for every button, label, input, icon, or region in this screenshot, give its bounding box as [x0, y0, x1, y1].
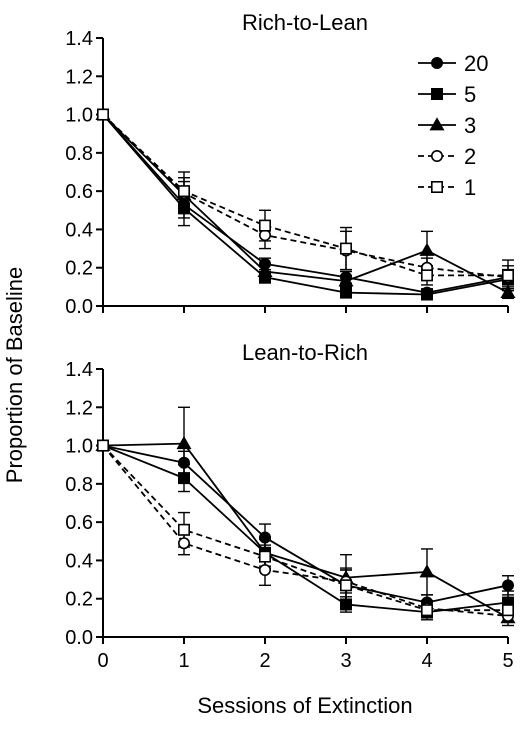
panel-2-plot: 0.0 0.2 0.4 0.6 0.8 1.0 1.2 1.4 0 1 2 3 4 5 — [65, 359, 516, 672]
panel-2-series-2-line — [102, 444, 509, 617]
panel-2-y-tick-label: 1.4 — [65, 359, 93, 381]
panel-1-series-20-line — [102, 113, 509, 294]
panel-2-series-1-point — [420, 604, 433, 617]
panel-2-series-1-point — [178, 523, 191, 536]
legend-marker-3 — [429, 117, 445, 131]
panel-1-y-tick-label: 0.6 — [65, 181, 93, 203]
legend-label-5: 5 — [464, 82, 476, 107]
panel-2-x-tick-label: 4 — [421, 650, 432, 672]
panel-1-series-3-line — [102, 113, 509, 294]
panel-2-series-20-point — [178, 456, 191, 469]
panel-2-x-tick-label: 2 — [259, 650, 270, 672]
panel-2-y-tick-label: 0.2 — [65, 589, 93, 611]
panel-1-series-1-point — [420, 269, 433, 282]
legend-marker-20 — [430, 56, 443, 69]
panel-2-series-1-point — [501, 604, 514, 617]
x-axis-label: Sessions of Extinction — [197, 693, 412, 718]
panel-1-series-1-point — [501, 269, 514, 282]
panel-2-x-tick-label: 5 — [502, 650, 513, 672]
panel-2-y-tick-label: 1.0 — [65, 436, 93, 458]
panel-2-series-1-point — [97, 439, 110, 452]
panel-2-series-1-point — [258, 550, 271, 563]
panel-2-y-tick-label: 0.8 — [65, 474, 93, 496]
panel-1-series-5-point — [178, 202, 191, 215]
panel-1-series-1-point — [339, 242, 352, 255]
panel-2-x-tick-label: 0 — [97, 650, 108, 672]
panel-1-series-3-point — [338, 273, 354, 287]
panel-1-series-2-line — [102, 113, 509, 279]
panel-1-series-1-point — [97, 108, 110, 121]
panel-1-series-5-line — [102, 113, 509, 296]
legend-label-2: 2 — [464, 144, 476, 169]
panel-1-plot: 0.0 0.2 0.4 0.6 0.8 1.0 1.2 1.4 — [65, 28, 516, 318]
panel-1-y-tick-label: 0.4 — [65, 219, 93, 241]
panel-2-series-1-line — [102, 444, 508, 612]
panel-2-series-5-point — [178, 472, 191, 485]
panel-2-series-3-point — [176, 435, 192, 450]
panel-2-series-3-line — [102, 442, 509, 619]
panel-1-series-5-point — [420, 288, 433, 301]
panel-1-y-tick-label: 0.2 — [65, 258, 93, 280]
panel-2-x-tick-label: 1 — [178, 650, 189, 672]
panel-1-series-3-point — [500, 284, 516, 299]
panel-1-series-3-point — [419, 242, 435, 256]
panel-2-series-1-point — [339, 579, 352, 592]
panel-1-series-1-point — [178, 185, 191, 198]
panel-1-series-1-point — [258, 219, 271, 232]
panel-1-y-tick-label: 1.4 — [65, 28, 93, 50]
panel-2-series-20-point — [258, 531, 271, 544]
panel-1-series-5-point — [339, 286, 352, 299]
panel-1-series-3-point — [257, 263, 273, 277]
panel-2-y-tick-label: 0.0 — [65, 627, 93, 649]
y-axis-label: Proportion of Baseline — [2, 267, 27, 483]
legend-label-20: 20 — [464, 51, 488, 76]
panel-1-y-tick-label: 1.0 — [65, 105, 93, 127]
panel-2-series-5-point — [339, 598, 352, 611]
panel-1-title: Rich-to-Lean — [242, 10, 368, 35]
panel-2-x-tick-label: 3 — [340, 650, 351, 672]
panel-2-series-2-point — [178, 537, 191, 550]
panel-1-y-tick-label: 0.8 — [65, 143, 93, 165]
panel-2-y-tick-label: 0.6 — [65, 512, 93, 534]
panel-2-series-5-line — [102, 444, 509, 614]
legend-marker-2 — [430, 150, 443, 163]
panel-2-series-20-line — [102, 444, 509, 604]
legend-label-3: 3 — [464, 113, 476, 138]
panel-2-title: Lean-to-Rich — [242, 340, 368, 365]
panel-1-series-1-line — [102, 113, 508, 277]
panel-2-series-3-point — [419, 564, 435, 578]
panel-2-series-20-point — [501, 579, 514, 592]
panel-2-y-tick-label: 1.2 — [65, 397, 93, 419]
panel-2-y-tick-label: 0.4 — [65, 550, 93, 572]
legend-marker-1 — [430, 181, 443, 194]
legend: 20 5 3 2 1 — [418, 51, 488, 200]
panel-1-y-tick-label: 0.0 — [65, 296, 93, 318]
legend-marker-5 — [430, 88, 443, 101]
panel-1-y-tick-label: 1.2 — [65, 66, 93, 88]
legend-label-1: 1 — [464, 175, 476, 200]
panel-2-series-2-point — [258, 563, 271, 576]
